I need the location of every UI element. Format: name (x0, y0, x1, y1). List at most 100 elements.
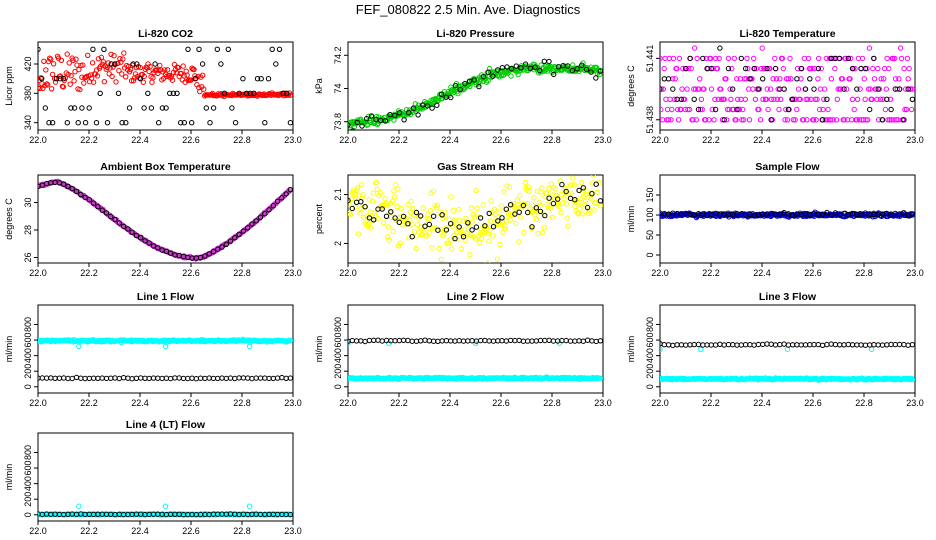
data-point (467, 252, 473, 258)
y-tick-label: 600 (23, 461, 33, 476)
data-point (674, 342, 680, 348)
data-point (520, 202, 527, 209)
data-point (130, 61, 136, 67)
data-point (517, 193, 523, 199)
data-point (447, 236, 453, 243)
data-point (772, 342, 779, 348)
data-point (562, 185, 569, 192)
data-point (407, 209, 414, 216)
data-point (176, 375, 182, 381)
data-point (400, 213, 407, 220)
data-point (169, 77, 176, 83)
data-point (134, 61, 140, 67)
plot-frame (347, 304, 604, 394)
data-point (828, 212, 834, 219)
panel-box-temp: Ambient Box Temperature degrees C 22.0 22.2… (4, 161, 302, 278)
data-point (790, 117, 797, 123)
x-tick-label: 22.6 (182, 135, 200, 145)
data-point (223, 241, 230, 248)
data-point (883, 86, 889, 92)
data-point (798, 65, 804, 72)
data-point (718, 86, 724, 92)
x-tick-label: 22.0 (29, 398, 47, 408)
data-point (512, 337, 518, 344)
data-point (552, 186, 558, 192)
data-point (877, 96, 884, 103)
data-point (420, 205, 426, 211)
data-point (368, 113, 375, 119)
data-point (362, 204, 368, 210)
data-point (805, 55, 812, 62)
x-tick-label: 22.4 (131, 135, 149, 145)
data-point (832, 65, 838, 72)
data-point (409, 338, 415, 344)
data-point (61, 375, 67, 381)
data-point (588, 166, 592, 170)
data-point (150, 375, 157, 381)
data-point (86, 105, 92, 111)
data-point (823, 55, 829, 62)
y-tick-label: 73.8 (333, 113, 343, 131)
data-point (507, 337, 514, 344)
data-point (435, 227, 441, 233)
data-point (660, 86, 665, 92)
data-point (563, 188, 569, 195)
data-point (125, 375, 131, 381)
data-point (47, 55, 53, 61)
data-point (574, 66, 580, 72)
data-point (755, 86, 762, 92)
data-point (155, 245, 161, 251)
data-point (501, 189, 507, 195)
data-point (593, 199, 599, 205)
data-point (156, 120, 162, 126)
data-point (253, 375, 259, 381)
data-point (361, 214, 367, 221)
data-point (778, 96, 784, 103)
data-point (249, 221, 255, 227)
data-point (245, 225, 251, 231)
data-point (515, 71, 521, 78)
data-point (79, 105, 85, 111)
data-point (65, 71, 71, 78)
data-point (129, 376, 135, 382)
data-point (570, 198, 577, 204)
data-point (868, 346, 875, 353)
data-point (191, 66, 197, 73)
data-point (149, 79, 155, 85)
data-point (219, 244, 225, 250)
x-tick-label: 22.4 (753, 135, 771, 145)
data-point (839, 76, 846, 82)
data-point (815, 76, 821, 82)
data-point (422, 337, 428, 343)
data-point (354, 185, 361, 191)
x-tick-label: 22.0 (651, 268, 669, 278)
data-point (112, 216, 118, 223)
data-point (68, 73, 74, 79)
data-point (120, 56, 126, 62)
data-point (82, 120, 89, 126)
data-point (448, 221, 454, 227)
data-point (660, 86, 667, 92)
data-point (366, 215, 373, 221)
data-point (380, 220, 387, 226)
data-point (721, 342, 727, 348)
panel-title: Line 1 Flow (137, 291, 195, 303)
data-point (713, 55, 719, 62)
data-point (581, 201, 588, 208)
data-point (185, 46, 191, 52)
data-point (879, 342, 886, 348)
data-point (350, 187, 357, 193)
data-point (117, 56, 123, 62)
data-point (358, 206, 364, 212)
data-point (542, 212, 548, 219)
plot-frame (659, 174, 916, 264)
data-point (392, 194, 398, 200)
data-point (909, 96, 915, 102)
data-point (426, 229, 433, 236)
data-point (674, 65, 680, 72)
data-point (905, 213, 911, 219)
data-point (794, 106, 800, 113)
data-point (482, 337, 488, 344)
y-tick-label: 150 (645, 187, 655, 202)
data-point (854, 342, 860, 348)
